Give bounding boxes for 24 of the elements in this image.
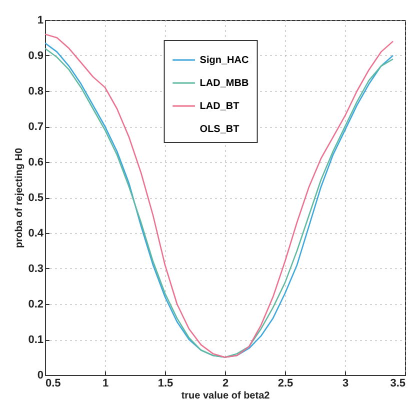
- x-tick-label: 2.5: [278, 378, 294, 390]
- y-tick-label: 0.8: [28, 86, 44, 98]
- y-tick-label: 0.4: [28, 228, 44, 240]
- y-tick-label: 0: [37, 370, 44, 382]
- legend-label: Sign_HAC: [200, 55, 249, 66]
- y-tick-label: 1: [37, 14, 44, 26]
- text: OLS_BT: [200, 124, 240, 135]
- y-tick-label: 0.7: [28, 121, 44, 133]
- x-tick-label: 3: [342, 378, 349, 390]
- x-tick-label: 1: [102, 378, 109, 390]
- x-tick-label: 0.5: [46, 378, 61, 390]
- x-tick-label: 3.5: [390, 378, 406, 390]
- y-tick-label: 0.6: [28, 156, 44, 168]
- y-tick-label: 0.9: [28, 50, 44, 62]
- y-tick-label: 0.2: [28, 298, 44, 310]
- y-axis-title: proba of rejecting H0: [14, 148, 26, 248]
- y-tick-label: 0.3: [28, 263, 44, 275]
- legend-label: LAD_MBB: [200, 78, 249, 89]
- x-tick-label: 2: [222, 378, 229, 390]
- x-tick-label: 1.5: [158, 378, 174, 390]
- y-tick-label: 0.5: [28, 192, 44, 204]
- y-tick-label: 0.1: [28, 334, 44, 346]
- legend-label: LAD_BT: [200, 101, 240, 112]
- x-axis-title: true value of beta2: [181, 390, 270, 402]
